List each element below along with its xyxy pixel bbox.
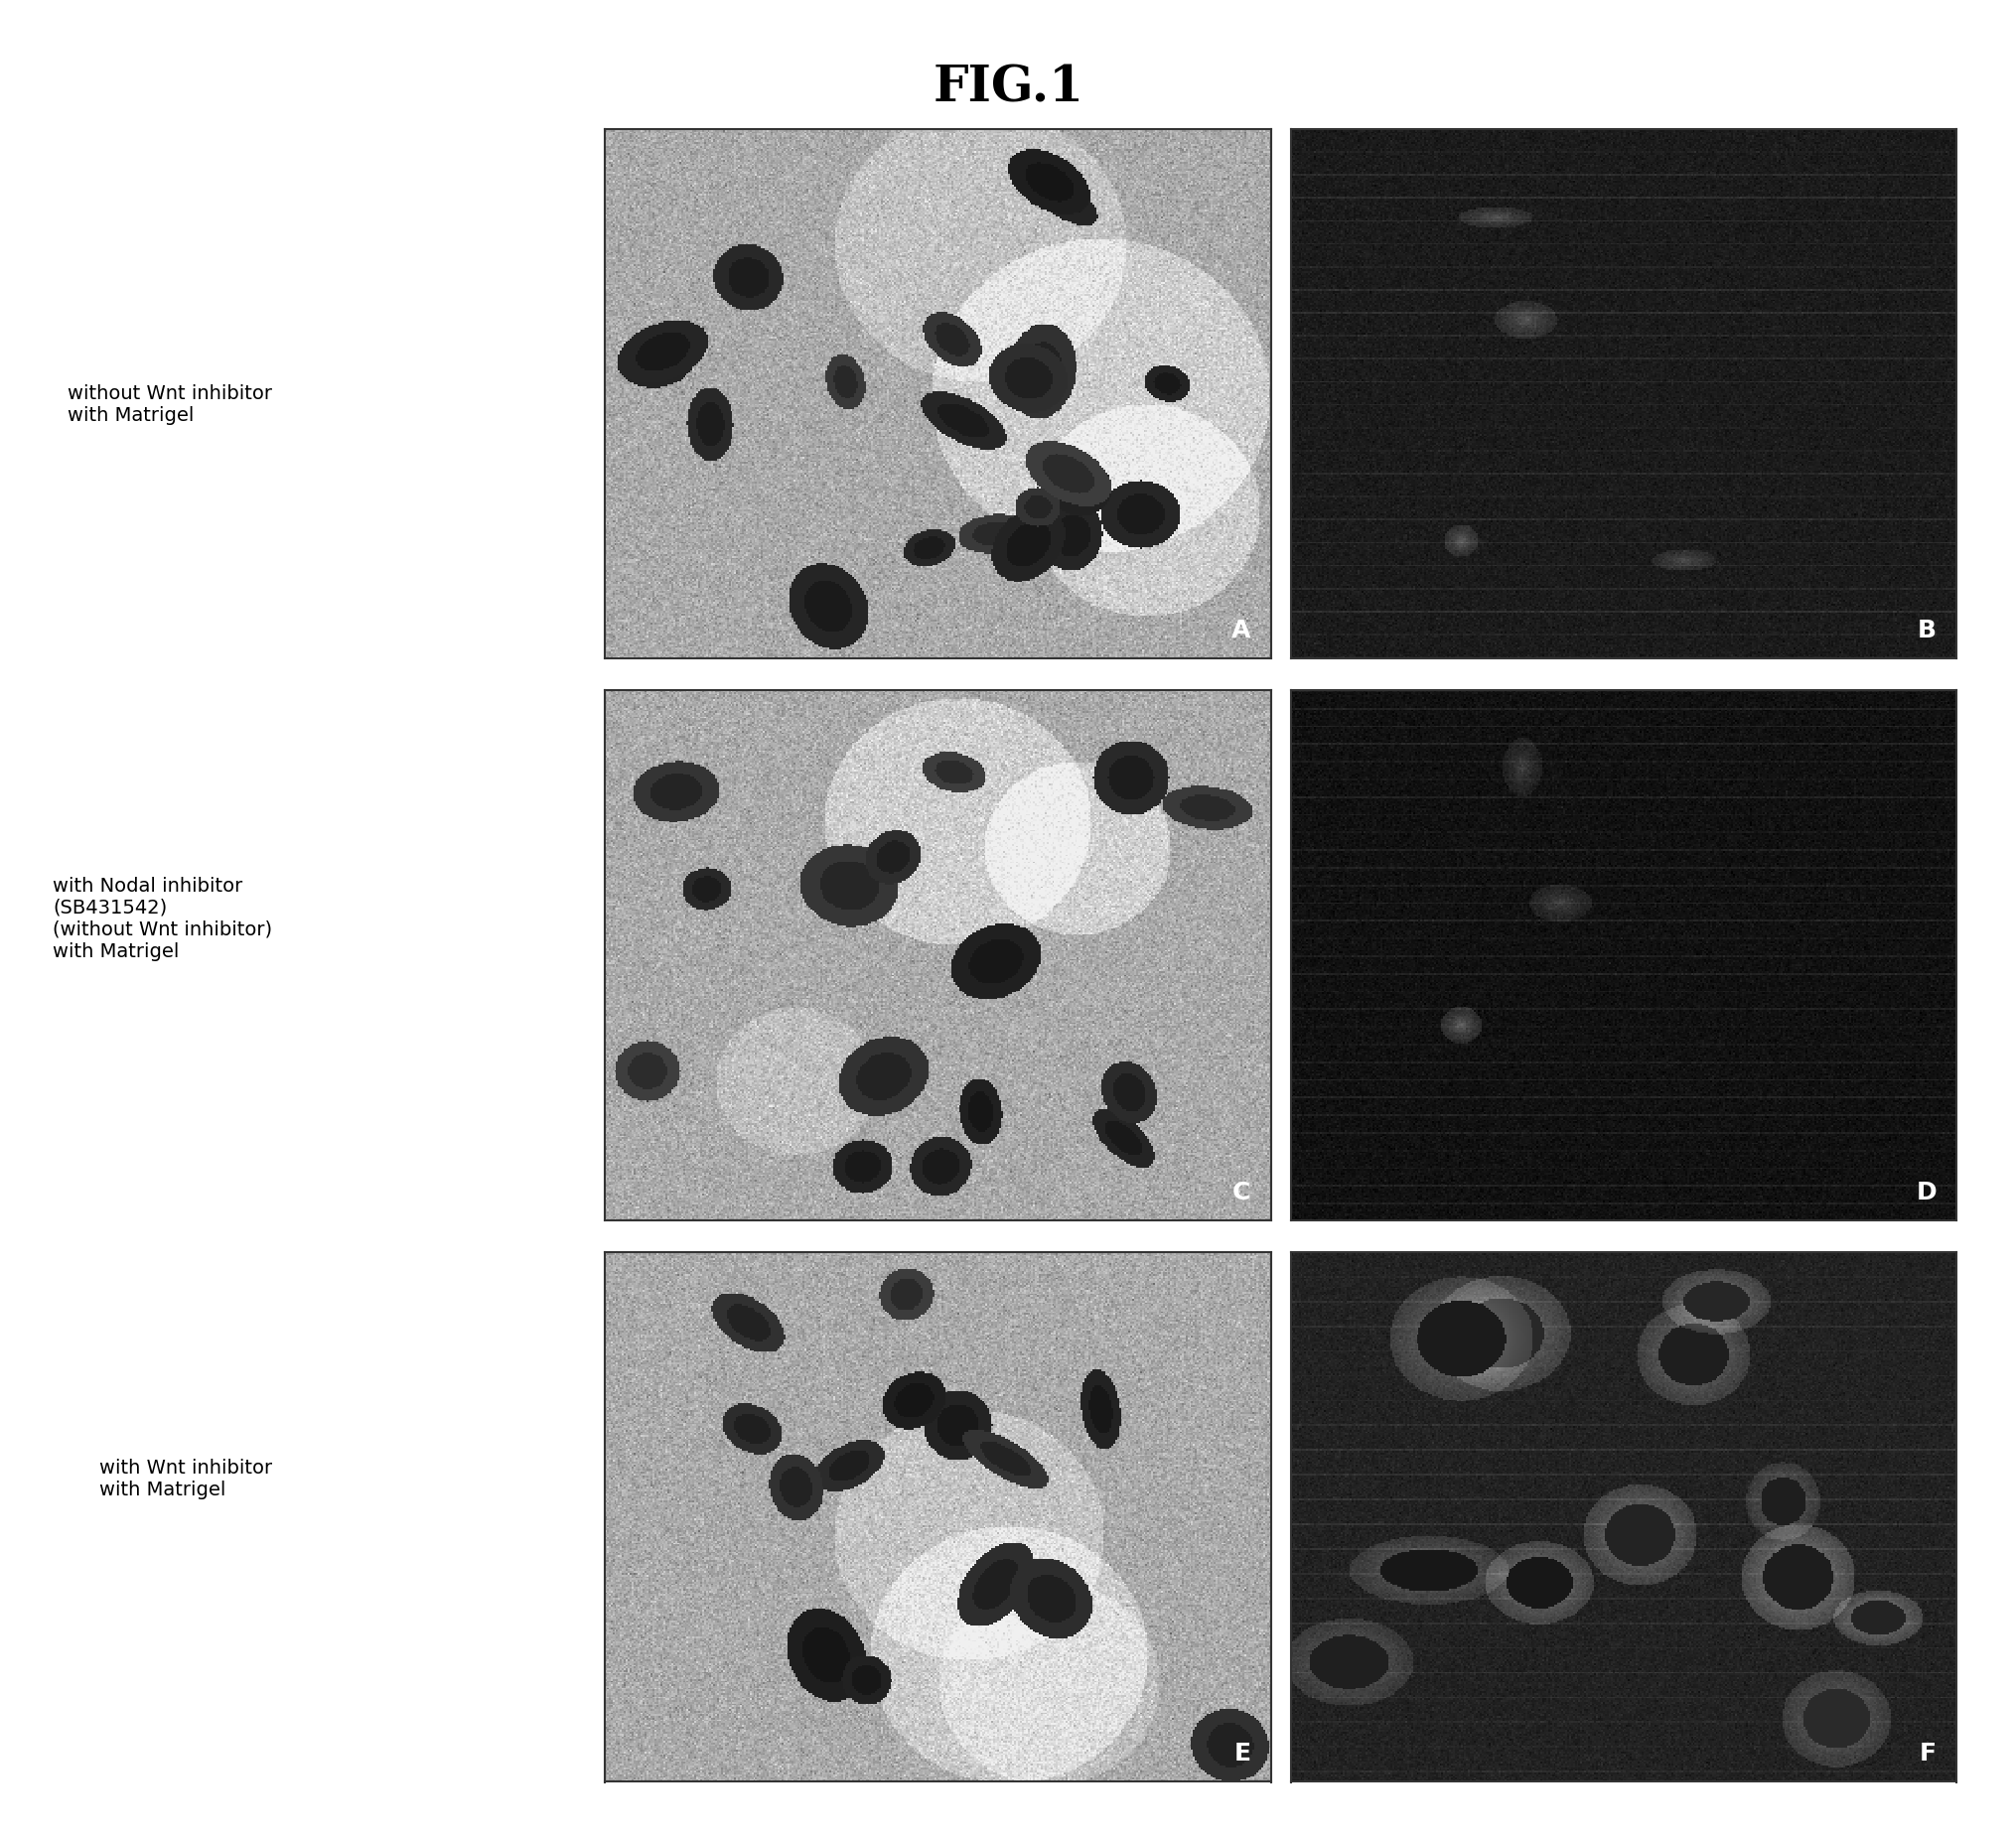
Text: with Wnt inhibitor
with Matrigel: with Wnt inhibitor with Matrigel: [99, 1459, 272, 1499]
Text: A: A: [1232, 619, 1250, 643]
Text: with Nodal inhibitor
(SB431542)
(without Wnt inhibitor)
with Matrigel: with Nodal inhibitor (SB431542) (without…: [52, 876, 272, 961]
Text: E: E: [1234, 1741, 1250, 1765]
Text: FIG.1: FIG.1: [933, 64, 1083, 112]
Text: without Wnt inhibitor
with Matrigel: without Wnt inhibitor with Matrigel: [69, 384, 272, 424]
Text: B: B: [1917, 619, 1935, 643]
Text: D: D: [1915, 1181, 1935, 1205]
Text: C: C: [1232, 1181, 1250, 1205]
Text: F: F: [1919, 1741, 1935, 1765]
